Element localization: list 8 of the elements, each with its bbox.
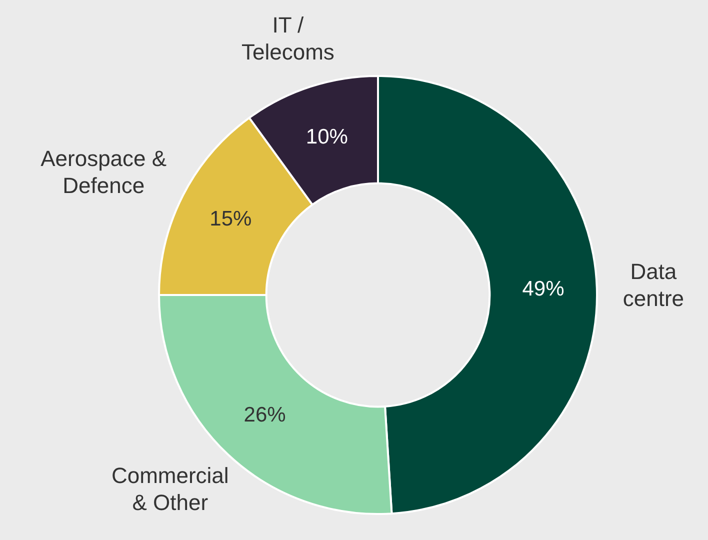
data-label: 10% (306, 126, 348, 149)
slice-label: Data centre (622, 259, 684, 312)
data-label: 26% (244, 403, 286, 426)
data-label: 49% (522, 278, 564, 301)
data-label: 15% (210, 208, 252, 231)
slice-label: IT / Telecoms (241, 12, 334, 65)
slice-label: Aerospace & Defence (40, 146, 167, 198)
slice-label: Commercial & Other (111, 462, 229, 515)
